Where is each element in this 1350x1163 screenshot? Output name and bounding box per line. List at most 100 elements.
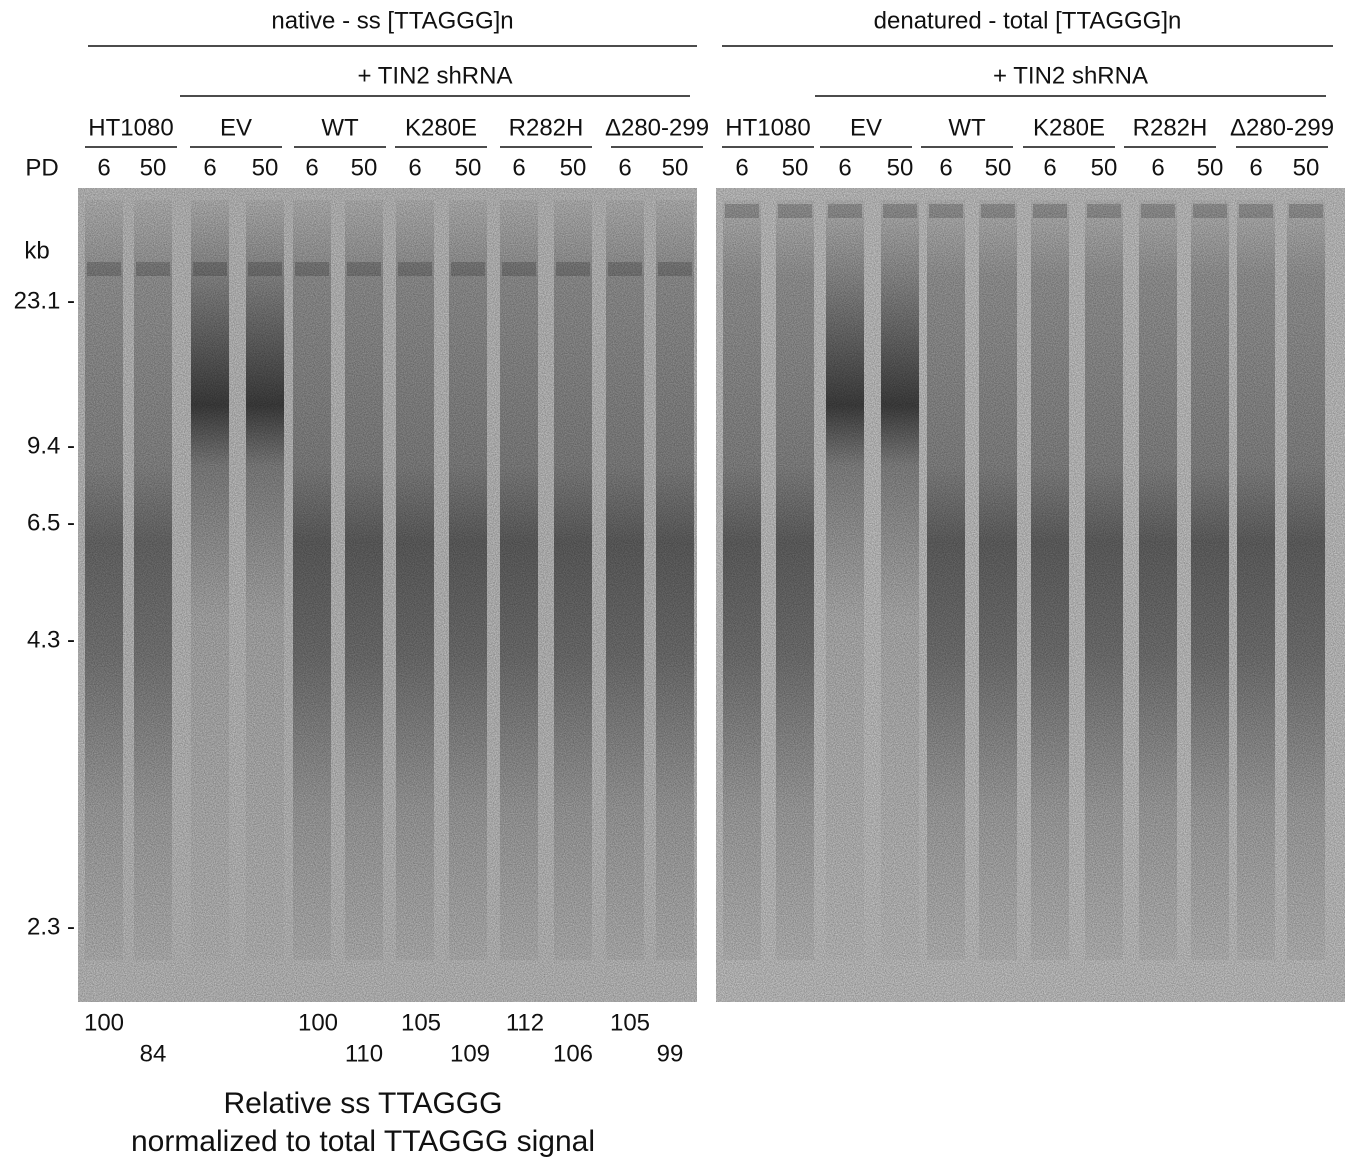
lane-smear — [554, 200, 592, 960]
well-band — [658, 262, 692, 276]
well-band — [828, 204, 862, 218]
lane-label: 6 — [512, 154, 525, 181]
quant-value: 105 — [401, 1009, 441, 1036]
caption: normalized to total TTAGGG signal — [131, 1125, 595, 1158]
row-label: PD — [25, 154, 58, 181]
lane-smear — [1287, 200, 1325, 960]
quant-value: 110 — [345, 1040, 383, 1067]
lane-smear — [85, 200, 123, 960]
lane-label: 50 — [1091, 154, 1118, 181]
size-marker: 9.4 - — [27, 432, 75, 459]
lane-smear — [881, 200, 919, 960]
group-label: R282H — [1133, 114, 1208, 141]
lane-label: 50 — [985, 154, 1012, 181]
lane-label: 50 — [1293, 154, 1320, 181]
quant-value: 109 — [450, 1040, 490, 1067]
lane-smear — [979, 200, 1017, 960]
well-band — [883, 204, 917, 218]
well-band — [1141, 204, 1175, 218]
well-band — [1239, 204, 1273, 218]
size-marker: 4.3 - — [27, 626, 75, 653]
well-band — [1289, 204, 1323, 218]
lane-label: 50 — [140, 154, 167, 181]
lane-smear — [656, 200, 694, 960]
well-band — [347, 262, 381, 276]
well-band — [556, 262, 590, 276]
lane-smear — [723, 200, 761, 960]
well-band — [1193, 204, 1227, 218]
well-band — [1033, 204, 1067, 218]
gel-noise — [78, 188, 697, 1002]
lane-label: 50 — [560, 154, 587, 181]
well-band — [398, 262, 432, 276]
lane-label: 6 — [203, 154, 216, 181]
lane-label: 6 — [735, 154, 748, 181]
lane-smear — [776, 200, 814, 960]
lane-smear — [927, 200, 965, 960]
lane-smear — [396, 200, 434, 960]
lane-smear — [1031, 200, 1069, 960]
lane-smear — [1237, 200, 1275, 960]
lane-label: 6 — [939, 154, 952, 181]
quant-value: 99 — [657, 1040, 684, 1067]
lane-smear — [191, 200, 229, 960]
lane-smear — [826, 200, 864, 960]
lane-smear — [293, 200, 331, 960]
group-label: K280E — [405, 114, 477, 141]
panel-title: denatured - total [TTAGGG]n — [874, 7, 1182, 34]
lane-label: 50 — [252, 154, 279, 181]
group-label: Δ280-299 — [1230, 114, 1334, 141]
lane-smear — [449, 200, 487, 960]
quant-value: 112 — [506, 1009, 544, 1036]
quant-value: 100 — [298, 1009, 338, 1036]
lane-smear — [606, 200, 644, 960]
well-band — [248, 262, 282, 276]
well-band — [451, 262, 485, 276]
treatment-label: + TIN2 shRNA — [358, 62, 513, 89]
lane-label: 6 — [1249, 154, 1262, 181]
lane-label: 6 — [408, 154, 421, 181]
quant-value: 105 — [610, 1009, 650, 1036]
well-band — [778, 204, 812, 218]
well-band — [981, 204, 1015, 218]
well-band — [136, 262, 170, 276]
group-label: HT1080 — [725, 114, 810, 141]
size-marker: 2.3 - — [27, 913, 75, 940]
lane-label: 6 — [97, 154, 110, 181]
group-label: K280E — [1033, 114, 1105, 141]
lane-label: 6 — [618, 154, 631, 181]
well-band — [929, 204, 963, 218]
caption: Relative ss TTAGGG — [224, 1087, 503, 1120]
group-label: HT1080 — [88, 114, 173, 141]
lane-smear — [345, 200, 383, 960]
lane-smear — [1139, 200, 1177, 960]
size-marker: 23.1 - — [14, 287, 75, 314]
lane-smear — [1085, 200, 1123, 960]
well-band — [608, 262, 642, 276]
quant-value: 100 — [84, 1009, 124, 1036]
group-label: WT — [948, 114, 986, 141]
lane-smear — [134, 200, 172, 960]
well-band — [502, 262, 536, 276]
lane-label: 50 — [455, 154, 482, 181]
lane-smear — [246, 200, 284, 960]
lane-label: 6 — [1151, 154, 1164, 181]
quant-value: 84 — [140, 1040, 167, 1067]
unit-label: kb — [24, 237, 49, 264]
group-label: EV — [850, 114, 882, 141]
gels — [78, 188, 1345, 1002]
panel-title: native - ss [TTAGGG]n — [271, 7, 513, 34]
group-label: R282H — [509, 114, 584, 141]
lane-smear — [1191, 200, 1229, 960]
well-band — [1087, 204, 1121, 218]
lane-label: 6 — [1043, 154, 1056, 181]
well-band — [193, 262, 227, 276]
well-band — [87, 262, 121, 276]
well-band — [725, 204, 759, 218]
quant-value: 106 — [553, 1040, 593, 1067]
group-label: Δ280-299 — [605, 114, 709, 141]
lane-label: 50 — [887, 154, 914, 181]
lane-label: 50 — [351, 154, 378, 181]
well-band — [295, 262, 329, 276]
